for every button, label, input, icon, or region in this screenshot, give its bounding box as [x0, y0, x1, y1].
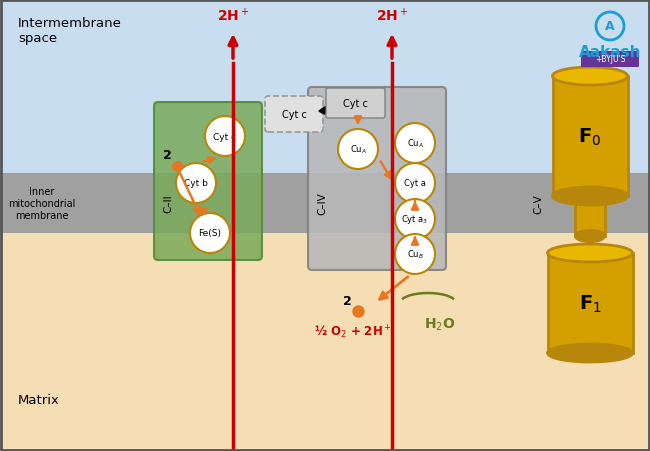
Text: Cyt b: Cyt b [184, 179, 208, 188]
Bar [0, 174, 650, 234]
FancyBboxPatch shape [265, 97, 323, 133]
Circle shape [395, 199, 435, 239]
Ellipse shape [552, 188, 627, 206]
Text: Cu$_A$: Cu$_A$ [350, 143, 367, 156]
Text: C–IV: C–IV [317, 192, 327, 215]
Bar [552, 77, 627, 197]
Circle shape [190, 213, 230, 253]
Text: Cu$_A$: Cu$_A$ [406, 138, 423, 150]
Text: 2: 2 [163, 149, 172, 161]
Bar [0, 0, 650, 174]
Circle shape [395, 164, 435, 203]
Text: C–II: C–II [163, 194, 173, 213]
Text: C–V: C–V [533, 193, 543, 213]
Text: Fe(S): Fe(S) [198, 229, 222, 238]
Text: F$_0$: F$_0$ [578, 126, 602, 147]
Text: H$_2$O: H$_2$O [424, 316, 456, 333]
Text: Cyt a: Cyt a [404, 179, 426, 188]
Text: F$_1$: F$_1$ [578, 293, 601, 314]
FancyBboxPatch shape [154, 103, 262, 260]
Circle shape [395, 235, 435, 274]
Text: Cyt c: Cyt c [213, 132, 237, 141]
Text: Intermembrane
space: Intermembrane space [18, 17, 122, 45]
Circle shape [205, 117, 245, 156]
Bar [0, 234, 650, 451]
FancyBboxPatch shape [326, 89, 385, 119]
Text: Cyt c: Cyt c [281, 110, 306, 120]
Ellipse shape [552, 68, 627, 86]
Text: Inner
mitochondrial
membrane: Inner mitochondrial membrane [8, 187, 75, 220]
Text: 2H$^+$: 2H$^+$ [376, 7, 408, 24]
Ellipse shape [575, 230, 605, 243]
Text: Cu$_B$: Cu$_B$ [406, 248, 423, 261]
Text: 2H$^+$: 2H$^+$ [217, 7, 249, 24]
Ellipse shape [547, 344, 632, 362]
Circle shape [338, 130, 378, 170]
Text: 2: 2 [343, 295, 352, 307]
FancyBboxPatch shape [308, 88, 446, 271]
Text: Aakash: Aakash [578, 45, 642, 60]
Text: A: A [605, 20, 615, 33]
Text: Cyt a$_3$: Cyt a$_3$ [401, 213, 428, 226]
Text: Matrix: Matrix [18, 393, 60, 406]
Bar [547, 253, 632, 353]
Text: ½ O$_2$ + 2H$^+$: ½ O$_2$ + 2H$^+$ [314, 323, 392, 341]
Circle shape [395, 124, 435, 164]
Circle shape [176, 164, 216, 203]
Bar [575, 197, 605, 236]
FancyBboxPatch shape [581, 52, 639, 68]
Text: Cyt c: Cyt c [343, 99, 368, 109]
Text: +BYJU'S: +BYJU'S [595, 55, 625, 64]
Ellipse shape [547, 244, 632, 262]
